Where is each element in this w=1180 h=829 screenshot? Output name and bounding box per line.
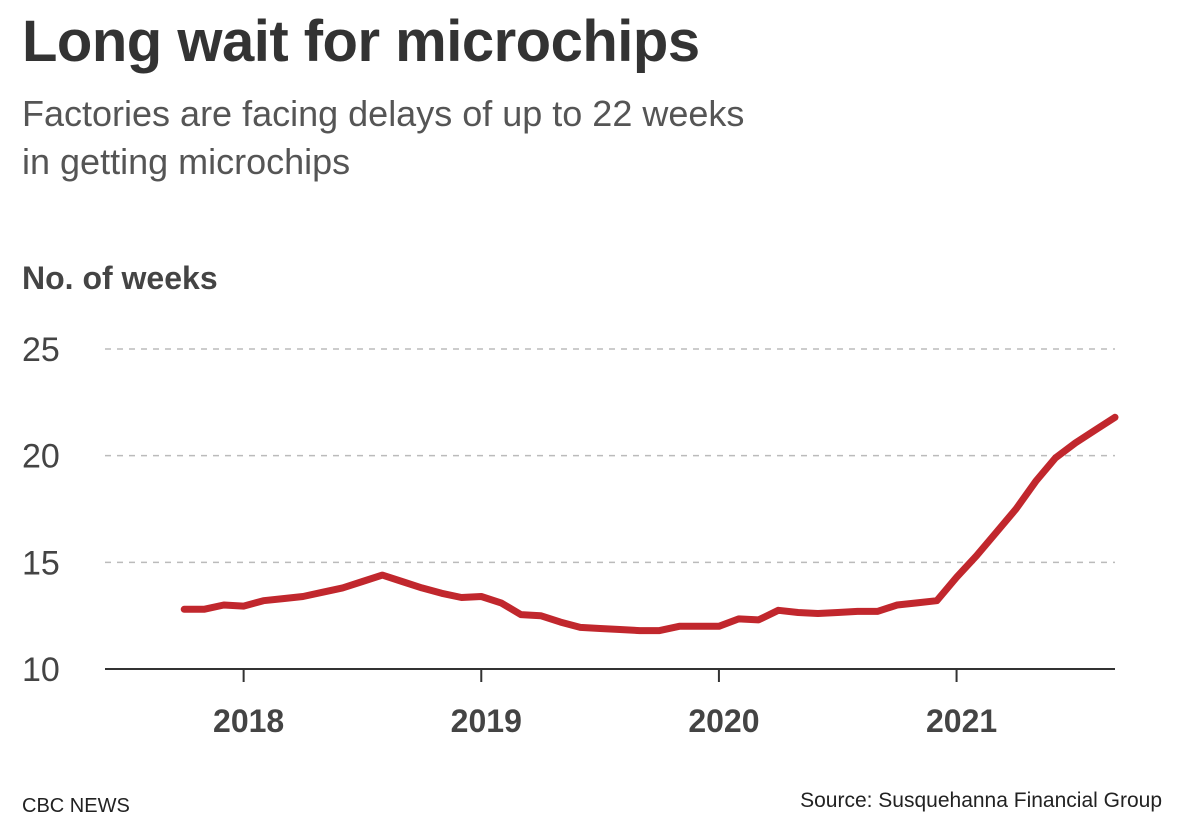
data-point bbox=[1095, 430, 1096, 431]
data-point bbox=[501, 602, 502, 603]
data-point bbox=[976, 555, 977, 556]
x-tick-label: 2020 bbox=[688, 703, 759, 739]
data-point bbox=[263, 600, 264, 601]
data-point bbox=[322, 592, 323, 593]
data-point bbox=[659, 630, 660, 631]
data-point bbox=[738, 618, 739, 619]
data-point bbox=[1115, 417, 1116, 418]
brand-label: CBC NEWS bbox=[22, 795, 130, 817]
y-axis-ticks: 10 15 20 25 bbox=[22, 331, 60, 689]
data-point bbox=[362, 581, 363, 582]
data-point bbox=[560, 622, 561, 623]
data-point bbox=[461, 597, 462, 598]
chart-title: Long wait for microchips bbox=[22, 9, 700, 74]
data-point bbox=[1055, 457, 1056, 458]
data-point bbox=[303, 596, 304, 597]
data-point bbox=[204, 609, 205, 610]
data-point bbox=[718, 626, 719, 627]
data-point bbox=[758, 619, 759, 620]
x-tick-label: 2021 bbox=[926, 703, 997, 739]
data-point bbox=[1016, 509, 1017, 510]
data-point bbox=[1075, 442, 1076, 443]
data-point bbox=[421, 587, 422, 588]
data-point bbox=[402, 581, 403, 582]
data-point bbox=[619, 629, 620, 630]
series-line bbox=[180, 413, 1119, 635]
data-point bbox=[956, 577, 957, 578]
source-label: Source: Susquehanna Financial Group bbox=[800, 789, 1162, 812]
data-point bbox=[580, 627, 581, 628]
x-tick-label: 2018 bbox=[213, 703, 284, 739]
data-point bbox=[639, 630, 640, 631]
data-point bbox=[1035, 481, 1036, 482]
data-point bbox=[184, 609, 185, 610]
series-layer bbox=[180, 413, 1119, 635]
y-tick-label: 15 bbox=[22, 544, 60, 582]
data-point bbox=[917, 602, 918, 603]
data-point bbox=[283, 598, 284, 599]
data-point bbox=[699, 626, 700, 627]
y-tick-label: 10 bbox=[22, 651, 60, 689]
data-point bbox=[857, 611, 858, 612]
data-point bbox=[243, 606, 244, 607]
data-point bbox=[897, 605, 898, 606]
data-point bbox=[600, 628, 601, 629]
data-point bbox=[382, 575, 383, 576]
gridlines bbox=[105, 348, 1115, 564]
data-point bbox=[877, 611, 878, 612]
x-tick-label: 2019 bbox=[451, 703, 522, 739]
y-tick-label: 20 bbox=[22, 438, 60, 476]
data-point bbox=[996, 532, 997, 533]
data-point bbox=[817, 613, 818, 614]
data-point bbox=[679, 626, 680, 627]
data-point bbox=[342, 587, 343, 588]
data-point bbox=[798, 612, 799, 613]
data-point bbox=[441, 593, 442, 594]
chart-subtitle: Factories are facing delays of up to 22 … bbox=[22, 93, 745, 182]
data-point bbox=[481, 596, 482, 597]
data-point bbox=[936, 600, 937, 601]
data-point bbox=[778, 610, 779, 611]
x-axis-ticks: 2018 2019 2020 2021 bbox=[213, 669, 997, 739]
y-axis-label: No. of weeks bbox=[22, 260, 218, 296]
y-tick-label: 25 bbox=[22, 331, 60, 369]
data-point bbox=[520, 614, 521, 615]
data-point bbox=[837, 612, 838, 613]
data-point bbox=[540, 615, 541, 616]
data-point bbox=[223, 605, 224, 606]
